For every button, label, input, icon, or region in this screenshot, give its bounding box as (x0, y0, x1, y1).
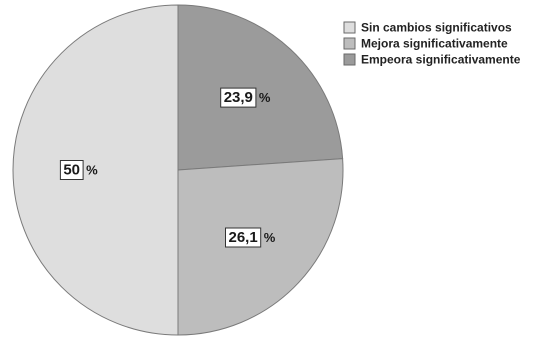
data-label-unit: % (264, 230, 276, 245)
legend-label: Empeora significativamente (361, 53, 521, 67)
pie-data-labels: 23,9 %26,1 %50% (59, 87, 276, 248)
data-label-unit: % (86, 163, 98, 178)
legend-entry-empeora-significativamente: Empeora significativamente (343, 53, 521, 67)
data-label-box (59, 160, 84, 180)
pie-slice-empeora-significativamente (177, 4, 344, 171)
data-label-value: 26,1 (228, 229, 257, 246)
data-label-value: 50 (63, 162, 80, 179)
data-label-unit: % (259, 90, 271, 105)
legend-label: Sin cambios significativos (361, 21, 512, 35)
data-label-value: 23,9 (224, 89, 253, 106)
data-label-box (220, 87, 257, 108)
legend: Sin cambios significativos Mejora signifi… (343, 21, 521, 67)
pie-slice-sin-cambios-significativos (12, 4, 179, 336)
legend-swatch (343, 53, 356, 66)
legend-swatch (343, 37, 356, 50)
legend-label: Mejora significativamente (361, 37, 508, 51)
data-label-empeora-significativamente: 23,9% (220, 87, 271, 108)
data-label-mejora-significativamente: 26,1% (225, 227, 276, 248)
data-label-box (225, 227, 262, 248)
data-label-sin-cambios-significativos: 50% (59, 160, 98, 180)
legend-swatch (343, 21, 356, 34)
legend-entry-mejora-significativamente: Mejora significativamente (343, 37, 508, 51)
legend-entry-sin-cambios-significativos: Sin cambios significativos (343, 21, 512, 35)
